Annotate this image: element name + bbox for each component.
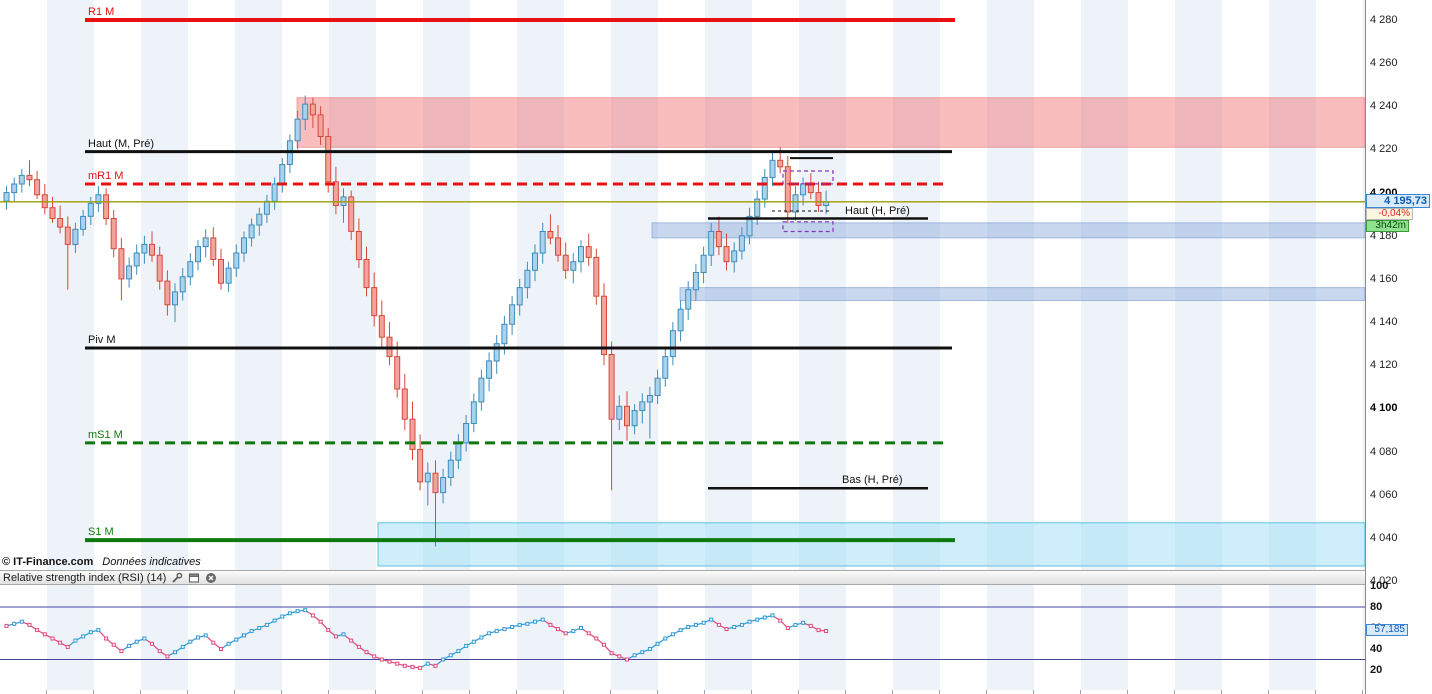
price-axis[interactable]: 4 280 4 260 4 240 4 220 4 200 4 180 4 160 4 140… — [1365, 0, 1432, 694]
price-axis-label: 4 080 — [1370, 446, 1398, 458]
countdown-box: 3h42m — [1366, 220, 1409, 232]
price-axis-label: 4 040 — [1370, 532, 1398, 544]
price-axis-label: 4 160 — [1370, 273, 1398, 285]
rsi-chart-area[interactable] — [0, 585, 1365, 690]
pattern-box — [782, 221, 834, 233]
price-axis-label: 4 060 — [1370, 489, 1398, 501]
window-icon[interactable] — [188, 572, 200, 584]
level-label-haut-h: Haut (H, Pré) — [845, 205, 910, 217]
rsi-value-box: 57,185 — [1366, 624, 1408, 636]
price-change-box: -0,04% — [1366, 208, 1413, 220]
wrench-icon[interactable] — [171, 572, 183, 584]
level-label-s1m: S1 M — [88, 526, 114, 538]
price-chart-area[interactable]: R1 M Haut (M, Pré) mR1 M Piv M mS1 M S1 M Haut… — [0, 0, 1365, 570]
price-axis-label: 4 260 — [1370, 57, 1398, 69]
price-axis-label: 4 140 — [1370, 316, 1398, 328]
rsi-title: Relative strength index (RSI) (14) — [3, 571, 167, 584]
watermark: © IT-Finance.com Données indicatives — [2, 556, 201, 568]
price-chart-svg[interactable] — [0, 0, 1365, 570]
rsi-axis-label: 40 — [1370, 643, 1383, 655]
level-label-mr1m: mR1 M — [88, 170, 124, 182]
level-label-bas-h: Bas (H, Pré) — [842, 474, 903, 486]
level-label-piv-m: Piv M — [88, 334, 116, 346]
price-axis-label: 4 220 — [1370, 143, 1398, 155]
price-axis-label: 4 020 — [1370, 575, 1398, 587]
close-icon[interactable] — [205, 572, 217, 584]
watermark-note: Données indicatives — [102, 556, 201, 568]
level-label-haut-m: Haut (M, Pré) — [88, 138, 155, 150]
price-axis-label: 4 100 — [1370, 402, 1398, 414]
price-axis-label: 4 180 — [1370, 230, 1398, 242]
resistance-zone — [296, 97, 1365, 148]
level-label-r1m: R1 M — [88, 6, 115, 18]
watermark-brand: © IT-Finance.com — [2, 556, 94, 568]
rsi-axis-label: 20 — [1370, 664, 1383, 676]
rsi-chart-svg[interactable] — [0, 585, 1365, 690]
support-zone — [377, 522, 1365, 567]
rsi-header: Relative strength index (RSI) (14) — [0, 570, 1365, 585]
last-price-box: 4 195,73 — [1366, 194, 1430, 208]
gap-band-2-zone — [679, 287, 1365, 302]
price-axis-label: 4 120 — [1370, 359, 1398, 371]
rsi-axis-label: 100 — [1370, 580, 1389, 592]
rsi-axis-label: 80 — [1370, 601, 1383, 613]
price-axis-label: 4 240 — [1370, 100, 1398, 112]
pattern-box — [782, 170, 834, 185]
gap-band-1-zone — [651, 222, 1365, 239]
time-axis[interactable] — [0, 690, 1365, 694]
level-label-ms1m: mS1 M — [88, 429, 123, 441]
price-axis-label: 4 280 — [1370, 14, 1398, 26]
